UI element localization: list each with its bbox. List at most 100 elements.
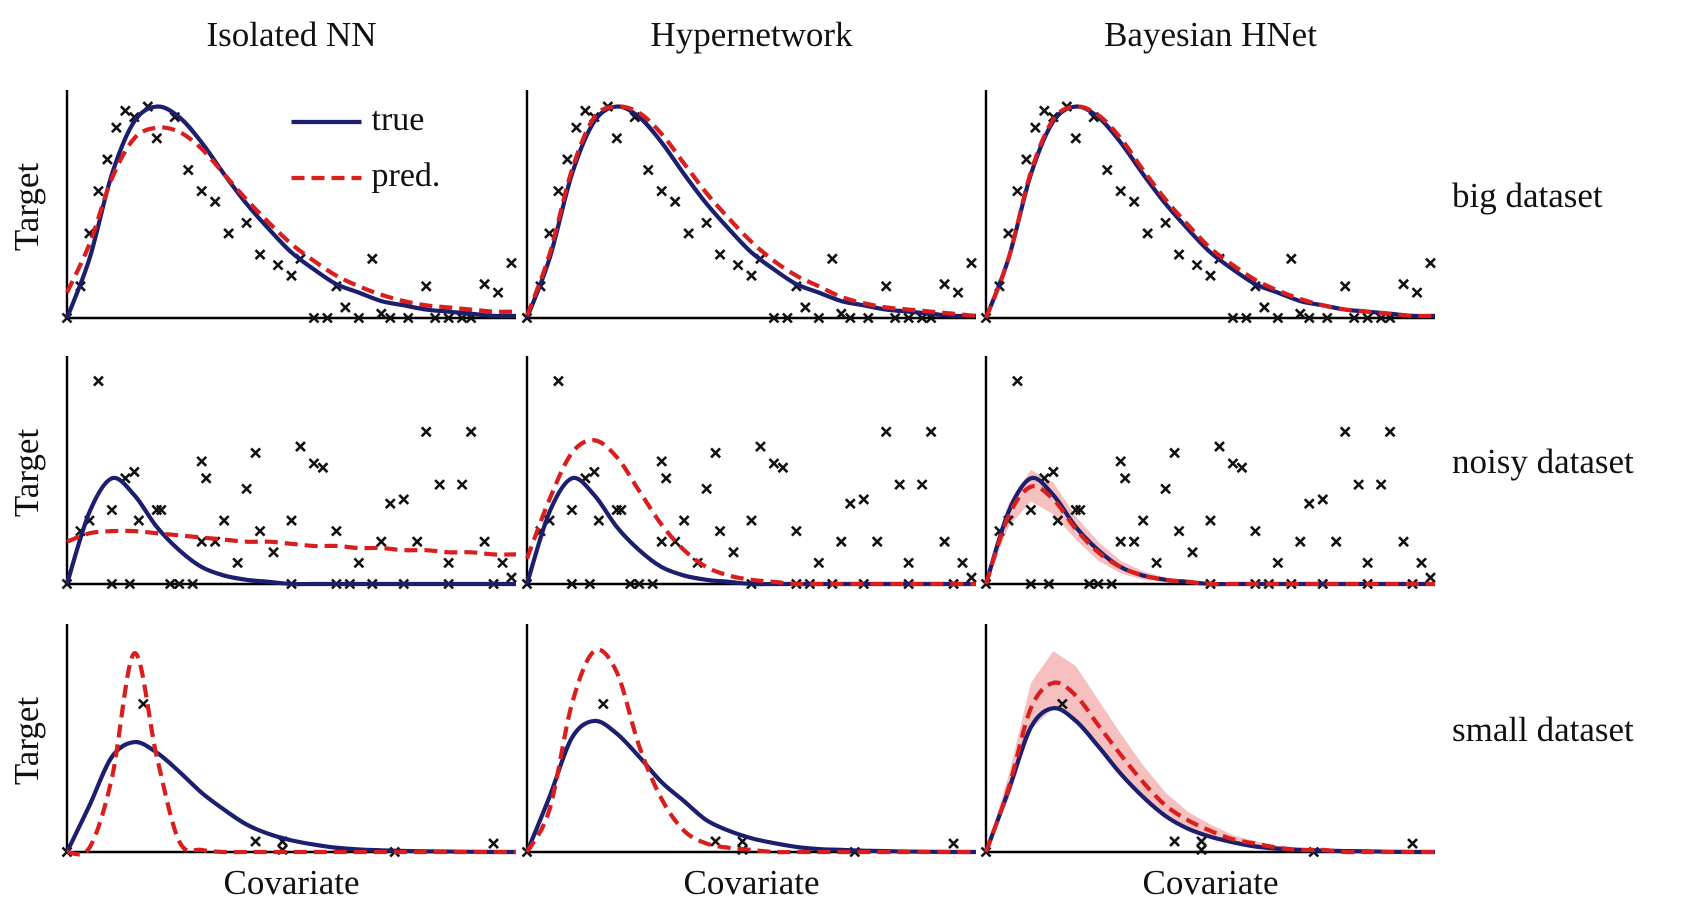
scatter-point bbox=[1074, 504, 1086, 516]
scatter-point bbox=[492, 287, 504, 299]
scatter-point bbox=[1151, 557, 1163, 569]
scatter-point bbox=[1398, 278, 1409, 290]
uncertainty-band bbox=[986, 651, 1435, 852]
scatter-point bbox=[1173, 249, 1185, 260]
scatter-point bbox=[597, 698, 609, 710]
scatter-point bbox=[1294, 536, 1306, 548]
scatter-point bbox=[1236, 462, 1248, 474]
scatter-point bbox=[106, 578, 118, 590]
scatter-point bbox=[1038, 105, 1050, 117]
scatter-point bbox=[1205, 515, 1216, 526]
scatter-point bbox=[196, 455, 208, 467]
scatter-point bbox=[268, 546, 279, 558]
scatter-point bbox=[182, 164, 194, 176]
scatter-point bbox=[624, 578, 636, 590]
scatter-point bbox=[128, 466, 140, 478]
scatter-point bbox=[443, 557, 455, 569]
scatter-point bbox=[506, 572, 517, 584]
scatter-point bbox=[151, 132, 163, 144]
panel: Target Covariate bbox=[7, 624, 517, 902]
series-line bbox=[525, 438, 976, 587]
scatter-point bbox=[497, 557, 508, 569]
scatter-point bbox=[1025, 504, 1037, 516]
scatter-point bbox=[124, 578, 136, 590]
scatter-point bbox=[254, 249, 266, 260]
column-title: Hypernetwork bbox=[650, 15, 853, 54]
scatter-point bbox=[1339, 280, 1351, 292]
scatter-point bbox=[799, 302, 811, 313]
row-label: big dataset bbox=[1452, 176, 1603, 215]
scatter-point bbox=[844, 312, 856, 324]
scatter-point bbox=[826, 253, 838, 265]
scatter-point bbox=[101, 154, 113, 165]
scatter-point bbox=[375, 536, 387, 548]
scatter-point bbox=[1043, 578, 1055, 590]
x-axis-label: Covariate bbox=[223, 863, 359, 902]
scatter-point bbox=[1398, 536, 1409, 548]
scatter-point bbox=[1196, 836, 1207, 847]
scatter-point bbox=[1092, 578, 1104, 590]
scatter-point bbox=[916, 479, 928, 491]
scatter-point bbox=[880, 280, 892, 292]
scatter-point bbox=[642, 164, 654, 176]
scatter-point bbox=[1214, 441, 1225, 452]
scatter-point bbox=[1012, 375, 1023, 387]
scatter-point bbox=[1160, 483, 1172, 495]
series-line bbox=[65, 739, 517, 855]
scatter-point bbox=[777, 462, 789, 474]
scatter-point bbox=[232, 557, 244, 569]
scatter-point bbox=[588, 466, 600, 478]
series-line bbox=[65, 104, 517, 319]
scatter-point bbox=[1303, 498, 1315, 510]
scatter-point bbox=[1272, 557, 1284, 569]
scatter-point bbox=[894, 479, 906, 491]
scatter-point bbox=[790, 525, 802, 537]
scatter-point bbox=[196, 536, 208, 548]
scatter-point bbox=[966, 257, 977, 269]
scatter-point bbox=[1425, 572, 1436, 584]
scatter-point bbox=[782, 312, 793, 324]
x-axis-label: Covariate bbox=[683, 863, 819, 902]
scatter-point bbox=[768, 458, 780, 469]
scatter-point bbox=[966, 572, 977, 584]
scatter-point bbox=[889, 312, 901, 324]
series-line bbox=[983, 475, 1435, 587]
y-axis-label: Target bbox=[7, 697, 46, 786]
scatter-point bbox=[295, 441, 306, 452]
series-line bbox=[984, 706, 1436, 855]
scatter-point bbox=[701, 217, 713, 229]
scatter-point bbox=[858, 494, 870, 505]
row-label: noisy dataset bbox=[1452, 442, 1634, 481]
scatter-point bbox=[398, 494, 410, 505]
scatter-point bbox=[678, 515, 690, 526]
scatter-point bbox=[384, 312, 396, 324]
scatter-point bbox=[1317, 494, 1329, 505]
scatter-point bbox=[1407, 838, 1418, 849]
scatter-point bbox=[566, 578, 578, 590]
scatter-point bbox=[322, 312, 333, 324]
panel bbox=[521, 356, 977, 590]
scatter-point bbox=[615, 504, 627, 516]
scatter-point bbox=[218, 515, 230, 526]
scatter-point bbox=[286, 270, 297, 282]
scatter-point bbox=[1303, 312, 1315, 324]
scatter-point bbox=[1241, 312, 1252, 324]
scatter-point bbox=[420, 426, 432, 438]
scatter-point bbox=[1160, 217, 1172, 229]
scatter-point bbox=[339, 302, 351, 313]
series-line bbox=[64, 475, 516, 587]
scatter-point bbox=[1191, 259, 1203, 271]
series-line bbox=[984, 484, 1435, 587]
scatter-point bbox=[223, 228, 235, 239]
scatter-point bbox=[1025, 578, 1037, 590]
scatter-point bbox=[173, 578, 185, 590]
row-label: small dataset bbox=[1452, 710, 1634, 749]
scatter-point bbox=[1101, 164, 1113, 176]
scatter-point bbox=[732, 259, 744, 271]
scatter-point bbox=[714, 249, 726, 260]
scatter-point bbox=[1375, 479, 1387, 491]
scatter-point bbox=[241, 483, 253, 495]
scatter-point bbox=[479, 536, 490, 548]
scatter-point bbox=[728, 546, 739, 558]
